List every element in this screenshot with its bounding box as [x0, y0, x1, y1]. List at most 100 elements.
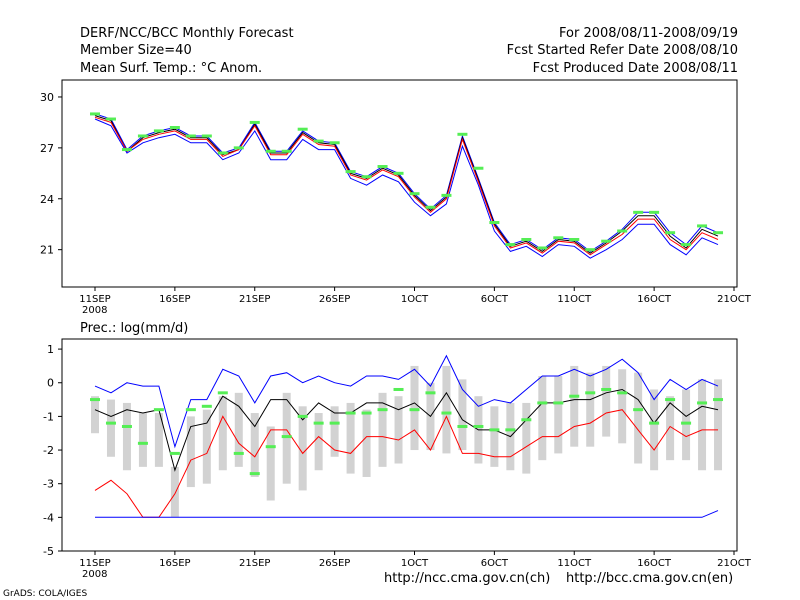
temp-xtick-label: 16SEP: [159, 294, 190, 305]
temp-observed-marker: [105, 117, 116, 121]
temp-xtick-label: 1OCT: [401, 294, 429, 305]
prec-xtick-label: 11SEP: [79, 558, 110, 569]
temp-observed-marker: [361, 175, 372, 179]
prec-observed-marker: [313, 421, 324, 425]
prec-observed-marker: [281, 435, 292, 439]
prec-observed-marker: [489, 428, 500, 432]
prec-xtick-label: 21SEP: [239, 558, 270, 569]
prec-spread-bar: [490, 406, 499, 467]
prec-spread-bar: [122, 402, 131, 471]
prec-spread-bar: [458, 379, 467, 451]
temp-observed-marker: [441, 193, 452, 197]
fcst-produced-date: Fcst Produced Date 2008/08/11: [532, 61, 738, 76]
temp-series-lower: [94, 116, 719, 256]
prec-series-upper: [94, 354, 719, 449]
temp-xtick-label: 21SEP: [239, 294, 270, 305]
prec-series-lower: [94, 409, 718, 518]
prec-xtick-label: 16SEP: [159, 558, 190, 569]
ncc-link[interactable]: http://ncc.cma.gov.cn(ch): [384, 571, 551, 586]
prec-spread-bar: [186, 416, 195, 488]
temp-ytick-label: 24: [40, 193, 54, 206]
temp-observed-marker: [617, 229, 628, 233]
temp-observed-marker: [553, 236, 564, 240]
temp-ytick-label: 30: [40, 91, 54, 104]
prec-observed-marker: [617, 391, 628, 395]
bcc-link[interactable]: http://bcc.cma.gov.cn(en): [566, 571, 734, 586]
prec-observed-marker: [569, 394, 580, 398]
temp-ytick-label: 27: [40, 142, 54, 155]
temp-observed-marker: [409, 192, 420, 196]
prec-spread-bar: [666, 396, 675, 461]
prec-xtick-label: 26SEP: [319, 558, 350, 569]
prec-spread-bar: [634, 372, 643, 464]
forecast-period: For 2008/08/11-2008/09/19: [559, 26, 738, 41]
prec-spread-bar: [554, 376, 563, 454]
prec-observed-marker: [185, 408, 196, 412]
prec-observed-marker: [297, 414, 308, 418]
temp-observed-marker: [569, 237, 580, 241]
prec-ytick-label: 0: [47, 377, 54, 390]
prec-observed-marker: [697, 401, 708, 405]
prec-ytick-label: -4: [43, 511, 54, 524]
prec-spread-bar: [618, 369, 627, 444]
temp-observed-marker: [313, 139, 324, 143]
temp-ytick-label: 21: [40, 244, 54, 257]
temp-xtick-label: 16OCT: [637, 294, 672, 305]
fcst-started-date: Fcst Started Refer Date 2008/08/10: [506, 43, 738, 58]
prec-xtick-label: 11OCT: [557, 558, 592, 569]
prec-spread-bar: [586, 372, 595, 447]
prec-spread-bar: [330, 406, 339, 457]
temp-observed-marker: [185, 134, 196, 138]
temp-observed-marker: [489, 221, 500, 225]
prec-ytick-label: 1: [47, 343, 54, 356]
prec-observed-marker: [361, 411, 372, 415]
prec-spread-bar: [346, 402, 355, 474]
prec-observed-marker: [537, 401, 548, 405]
prec-xtick-label: 6OCT: [481, 558, 509, 569]
prec-observed-marker: [681, 421, 692, 425]
prec-spread-bar: [570, 365, 579, 447]
temp-observed-marker: [457, 132, 468, 136]
temp-xtick-label: 11OCT: [557, 294, 592, 305]
temp-observed-marker: [377, 165, 388, 169]
prec-ytick-label: -5: [43, 545, 54, 558]
prec-spread-bar: [282, 392, 291, 484]
prec-spread-bar: [602, 365, 611, 437]
prec-spread-bar: [106, 399, 115, 457]
prec-series-mean: [94, 388, 719, 472]
temp-xtick-label: 26SEP: [319, 294, 350, 305]
temp-panel-frame: [61, 79, 738, 288]
prec-spread-bar: [250, 413, 259, 477]
prec-spread-bar: [91, 396, 99, 434]
prec-observed-marker: [377, 408, 388, 412]
prec-xtick-label: 1OCT: [401, 558, 429, 569]
prec-spread-bar: [362, 409, 371, 477]
prec-observed-marker: [665, 398, 676, 402]
temp-observed-marker: [153, 129, 164, 133]
temp-year-label: 2008: [82, 305, 107, 316]
temp-xtick-label: 11SEP: [79, 294, 110, 305]
prec-observed-marker: [249, 472, 260, 476]
prec-observed-marker: [233, 451, 244, 455]
prec-observed-marker: [345, 411, 356, 415]
temp-observed-marker: [681, 243, 692, 247]
temp-observed-marker: [297, 127, 308, 131]
prec-ytick-label: -1: [43, 410, 54, 423]
prec-observed-marker: [121, 424, 132, 428]
temp-observed-marker: [217, 151, 228, 155]
prec-year-label: 2008: [82, 569, 107, 580]
temp-observed-marker: [521, 237, 532, 241]
prec-spread-bar: [650, 389, 659, 471]
prec-observed-marker: [553, 401, 564, 405]
temp-observed-marker: [473, 166, 484, 170]
prec-spread-bar: [714, 379, 723, 471]
temp-observed-marker: [585, 248, 596, 252]
prec-spread-bar: [538, 376, 547, 461]
temp-observed-marker: [201, 134, 212, 138]
prec-spread-bar: [682, 389, 691, 461]
prec-observed-marker: [265, 445, 276, 449]
prec-observed-marker: [473, 424, 484, 428]
prec-spread-bar: [442, 365, 451, 454]
temp-observed-marker: [601, 239, 612, 243]
